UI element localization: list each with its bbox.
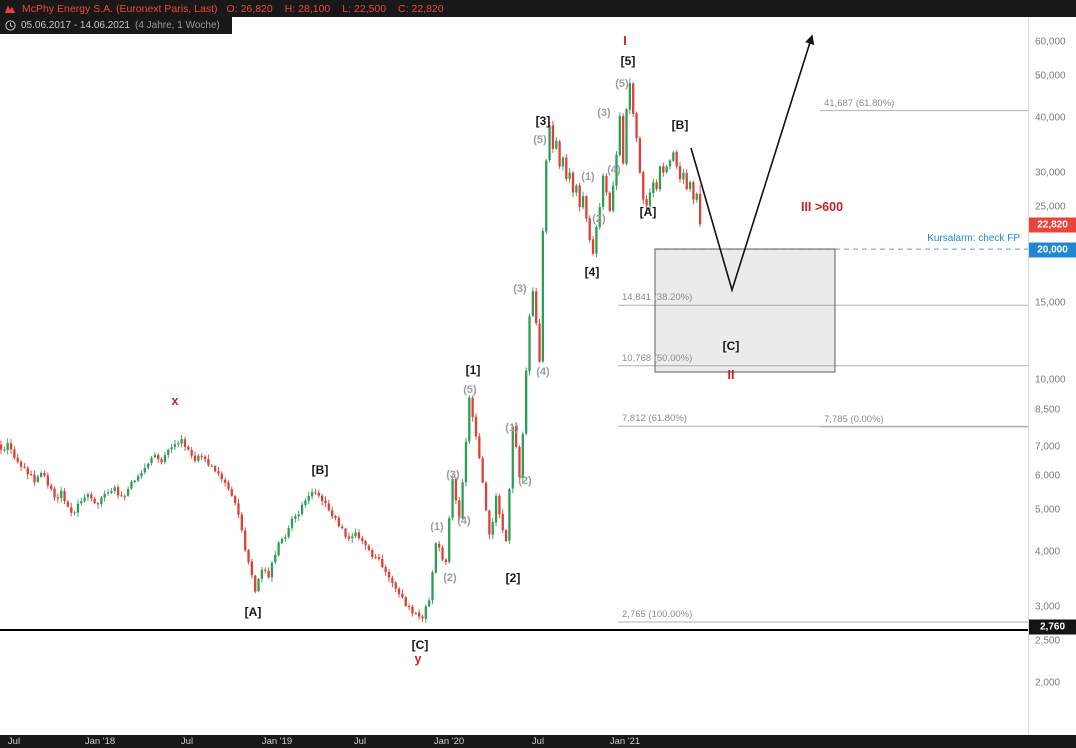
price-tick-label: 3,000 — [1035, 601, 1061, 613]
wave-annotation[interactable]: (5) — [615, 78, 629, 90]
wave-annotation[interactable]: [1] — [465, 363, 481, 377]
price-tick-label: 60,000 — [1035, 36, 1066, 48]
wave-annotation[interactable]: [A] — [639, 205, 657, 219]
clock-icon — [5, 20, 16, 31]
wave-annotation[interactable]: [C] — [411, 638, 429, 652]
ohlc-readout: O: 26,820 H: 28,100 L: 22,500 C: 22,820 — [218, 3, 444, 15]
price-tick-label: 7,000 — [1035, 441, 1061, 453]
time-tick-label: Jan '19 — [261, 736, 293, 747]
high-value: 28,100 — [298, 2, 331, 15]
wave-annotation[interactable]: (5) — [463, 384, 477, 396]
projection-arrow[interactable] — [690, 34, 815, 293]
wave-annotation[interactable]: III >600 — [800, 200, 844, 214]
wave-annotation[interactable]: (3) — [597, 107, 611, 119]
wave-annotation[interactable]: [B] — [671, 118, 689, 132]
time-tick-label: Jan '21 — [609, 736, 641, 747]
platform-logo-icon — [4, 3, 16, 15]
close-value: 22,820 — [411, 2, 444, 15]
price-tick-label: 25,000 — [1035, 201, 1066, 213]
fib-level-label[interactable]: 7,812 (61.80%) — [622, 413, 687, 425]
wave-annotation[interactable]: [5] — [620, 54, 636, 68]
wave-annotation[interactable]: [A] — [244, 605, 262, 619]
price-tick-label: 30,000 — [1035, 167, 1066, 179]
wave-annotation[interactable]: (3) — [513, 283, 527, 295]
wave-annotation[interactable]: (4) — [607, 164, 621, 176]
low-label: L: — [342, 2, 351, 15]
price-chart-canvas[interactable] — [0, 0, 1028, 737]
candlestick-series — [0, 78, 702, 624]
wave-annotation[interactable]: [C] — [722, 339, 740, 353]
time-tick-label: Jul — [7, 736, 21, 747]
wave-annotation[interactable]: (4) — [457, 515, 471, 527]
wave-annotation[interactable]: (2) — [443, 572, 457, 584]
time-tick-label: Jul — [531, 736, 545, 747]
fib-level-label[interactable]: 41,687 (61.80%) — [824, 97, 895, 109]
wave-annotation[interactable]: [3] — [535, 114, 551, 128]
price-tick-label: 4,000 — [1035, 546, 1061, 558]
last-price-badge: 22,820 — [1029, 217, 1076, 233]
price-tick-label: 15,000 — [1035, 297, 1066, 309]
time-axis[interactable]: Jul Jan '18 Jul Jan '19 Jul Jan '20 Jul Jan '21 — [0, 735, 1076, 748]
price-alarm-label[interactable]: Kursalarm: check FP — [927, 233, 1020, 244]
wave-annotation[interactable]: (5) — [533, 134, 547, 146]
fib-level-label[interactable]: 2,765 (100.00%) — [622, 609, 693, 621]
fib-level-label[interactable]: 10,768 (50.00%) — [622, 352, 693, 364]
time-tick-label: Jan '20 — [433, 736, 465, 747]
wave-annotation[interactable]: (4) — [536, 366, 550, 378]
fib-level-label[interactable]: 7,785 (0.00%) — [824, 413, 884, 425]
open-label: O: — [226, 2, 238, 15]
wave-annotation[interactable]: II — [727, 368, 735, 382]
time-tick-label: Jan '18 — [84, 736, 116, 747]
wave-annotation[interactable]: (2) — [592, 213, 606, 225]
price-tick-label: 2,000 — [1035, 677, 1061, 689]
fib-retracement-lines[interactable] — [618, 110, 1028, 623]
wave-annotation[interactable]: y — [414, 652, 422, 666]
instrument-title: McPhy Energy S.A. (Euronext Paris, Last) — [22, 2, 218, 15]
wave-annotation[interactable]: (2) — [518, 475, 532, 487]
date-range-text: 05.06.2017 - 14.06.2021 — [21, 20, 130, 31]
wave-annotation[interactable]: (1) — [430, 521, 444, 533]
wave-annotation[interactable]: [4] — [584, 265, 600, 279]
wave-annotation[interactable]: (1) — [581, 171, 595, 183]
wave-annotation[interactable]: [2] — [505, 571, 521, 585]
support-price-badge[interactable]: 2,760 — [1029, 619, 1076, 635]
time-tick-label: Jul — [353, 736, 367, 747]
price-axis[interactable]: 60,000 50,000 40,000 30,000 25,000 20,000 15,0… — [1028, 0, 1076, 737]
price-tick-label: 8,500 — [1035, 404, 1061, 416]
time-tick-label: Jul — [180, 736, 194, 747]
price-tick-label: 40,000 — [1035, 112, 1066, 124]
date-range-chip[interactable]: 05.06.2017 - 14.06.2021 (4 Jahre, 1 Woch… — [0, 17, 232, 34]
price-tick-label: 50,000 — [1035, 70, 1066, 82]
instrument-info-bar: McPhy Energy S.A. (Euronext Paris, Last)… — [0, 0, 1076, 17]
wave-annotation[interactable]: I — [623, 34, 627, 48]
price-tick-label: 6,000 — [1035, 470, 1061, 482]
wave-annotation[interactable]: x — [171, 394, 179, 408]
date-range-duration: (4 Jahre, 1 Woche) — [134, 20, 220, 31]
open-value: 26,820 — [240, 2, 273, 15]
price-tick-label: 2,500 — [1035, 635, 1061, 647]
price-tick-label: 5,000 — [1035, 504, 1061, 516]
wave-annotation[interactable]: (3) — [446, 469, 460, 481]
alarm-price-badge[interactable]: 20,000 — [1029, 242, 1076, 258]
wave-annotation[interactable]: (1) — [505, 422, 519, 434]
high-label: H: — [284, 2, 296, 15]
fib-level-label[interactable]: 14,841 (38.20%) — [622, 292, 693, 304]
low-value: 22,500 — [353, 2, 387, 15]
close-label: C: — [398, 2, 409, 15]
wave-annotation[interactable]: [B] — [311, 463, 329, 477]
price-tick-label: 10,000 — [1035, 374, 1066, 386]
